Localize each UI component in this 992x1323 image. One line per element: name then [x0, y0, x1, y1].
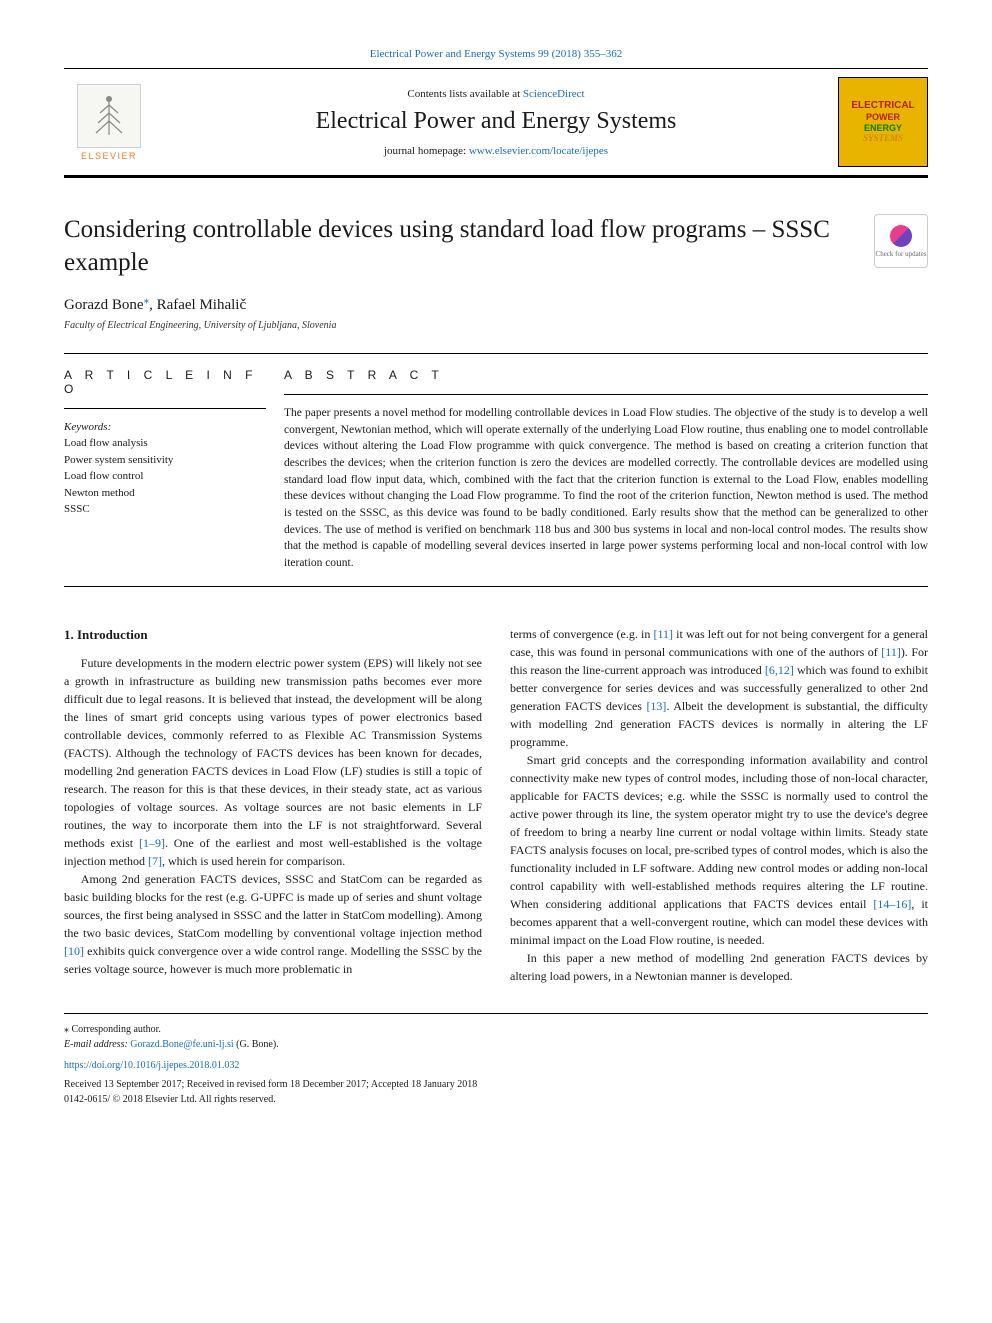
homepage-prefix: journal homepage:: [384, 145, 469, 157]
p2-text-b: exhibits quick convergence over a wide c…: [64, 944, 482, 976]
col2-p2: Smart grid concepts and the correspondin…: [510, 751, 928, 949]
email-line: E-mail address: Gorazd.Bone@fe.uni-lj.si…: [64, 1037, 928, 1052]
history-line: Received 13 September 2017; Received in …: [64, 1077, 928, 1092]
cover-line-1: ELECTRICAL: [851, 100, 914, 112]
ref-6-12[interactable]: [6,12]: [765, 663, 794, 677]
intro-p1: Future developments in the modern electr…: [64, 654, 482, 870]
corr-note-text: Corresponding author.: [69, 1024, 161, 1035]
doi-link[interactable]: https://doi.org/10.1016/j.ijepes.2018.01…: [64, 1060, 239, 1071]
c2p1-a: terms of convergence (e.g. in: [510, 627, 653, 641]
page-container: Electrical Power and Energy Systems 99 (…: [0, 0, 992, 1147]
sciencedirect-link[interactable]: ScienceDirect: [523, 88, 585, 100]
ref-11b[interactable]: [11]: [881, 645, 901, 659]
journal-cover-thumb: ELECTRICAL POWER ENERGY SYSTEMS: [838, 77, 928, 167]
p1-text-c: , which is used herein for comparison.: [162, 854, 345, 868]
intro-p2: Among 2nd generation FACTS devices, SSSC…: [64, 870, 482, 978]
p2-text-a: Among 2nd generation FACTS devices, SSSC…: [64, 872, 482, 940]
author-1: Gorazd Bone: [64, 297, 144, 313]
citation-link[interactable]: Electrical Power and Energy Systems 99 (…: [370, 48, 622, 60]
intro-heading: 1. Introduction: [64, 625, 482, 645]
journal-title: Electrical Power and Energy Systems: [154, 108, 838, 135]
c2p2-a: Smart grid concepts and the correspondin…: [510, 753, 928, 911]
author-2: , Rafael Mihalič: [149, 297, 246, 313]
copyright-line: 0142-0615/ © 2018 Elsevier Ltd. All righ…: [64, 1092, 928, 1107]
email-suffix: (G. Bone).: [234, 1039, 279, 1050]
article-info-heading: A R T I C L E I N F O: [64, 368, 266, 396]
col2-p3: In this paper a new method of modelling …: [510, 949, 928, 985]
journal-header: ELSEVIER Contents lists available at Sci…: [64, 68, 928, 178]
footer: ⁎ Corresponding author. E-mail address: …: [64, 1013, 928, 1107]
cover-line-4: SYSTEMS: [851, 133, 914, 144]
abstract-heading: A B S T R A C T: [284, 368, 928, 382]
cover-line-2: POWER: [851, 112, 914, 123]
body-col-right: terms of convergence (e.g. in [11] it wa…: [510, 625, 928, 985]
corr-author-note: ⁎ Corresponding author.: [64, 1022, 928, 1037]
ref-14-16[interactable]: [14–16]: [873, 897, 911, 911]
cover-line-3: ENERGY: [851, 123, 914, 134]
ref-10[interactable]: [10]: [64, 944, 84, 958]
elsevier-label: ELSEVIER: [81, 151, 137, 161]
homepage-line: journal homepage: www.elsevier.com/locat…: [154, 145, 838, 157]
citation-line: Electrical Power and Energy Systems 99 (…: [64, 48, 928, 60]
check-updates-icon: [890, 225, 912, 247]
keywords-label: Keywords:: [64, 421, 266, 433]
info-abstract-row: A R T I C L E I N F O Keywords: Load flo…: [64, 353, 928, 587]
ref-1-9[interactable]: [1–9]: [139, 836, 165, 850]
p1-text-a: Future developments in the modern electr…: [64, 656, 482, 850]
check-updates-badge[interactable]: Check for updates: [874, 214, 928, 268]
author-email-link[interactable]: Gorazd.Bone@fe.uni-lj.si: [130, 1039, 233, 1050]
body-columns: 1. Introduction Future developments in t…: [64, 625, 928, 985]
header-center: Contents lists available at ScienceDirec…: [154, 88, 838, 157]
ref-11a[interactable]: [11]: [653, 627, 673, 641]
abstract-col: A B S T R A C T The paper presents a nov…: [284, 354, 928, 586]
contents-prefix: Contents lists available at: [407, 88, 522, 100]
abstract-text: The paper presents a novel method for mo…: [284, 405, 928, 572]
article-header: Considering controllable devices using s…: [64, 214, 928, 279]
col2-p1: terms of convergence (e.g. in [11] it wa…: [510, 625, 928, 751]
doi-line: https://doi.org/10.1016/j.ijepes.2018.01…: [64, 1058, 928, 1073]
contents-line: Contents lists available at ScienceDirec…: [154, 88, 838, 100]
elsevier-tree-icon: [77, 84, 141, 148]
keywords-list: Load flow analysis Power system sensitiv…: [64, 435, 266, 518]
ref-13[interactable]: [13]: [646, 699, 666, 713]
authors-line: Gorazd Bone⁎, Rafael Mihalič: [64, 293, 928, 314]
email-label: E-mail address:: [64, 1039, 130, 1050]
ref-7[interactable]: [7]: [148, 854, 162, 868]
homepage-link[interactable]: www.elsevier.com/locate/ijepes: [469, 145, 608, 157]
affiliation: Faculty of Electrical Engineering, Unive…: [64, 320, 928, 331]
article-title: Considering controllable devices using s…: [64, 214, 874, 279]
body-col-left: 1. Introduction Future developments in t…: [64, 625, 482, 985]
check-updates-label: Check for updates: [876, 250, 927, 258]
publisher-logo-block: ELSEVIER: [64, 69, 154, 175]
article-info-col: A R T I C L E I N F O Keywords: Load flo…: [64, 354, 284, 586]
